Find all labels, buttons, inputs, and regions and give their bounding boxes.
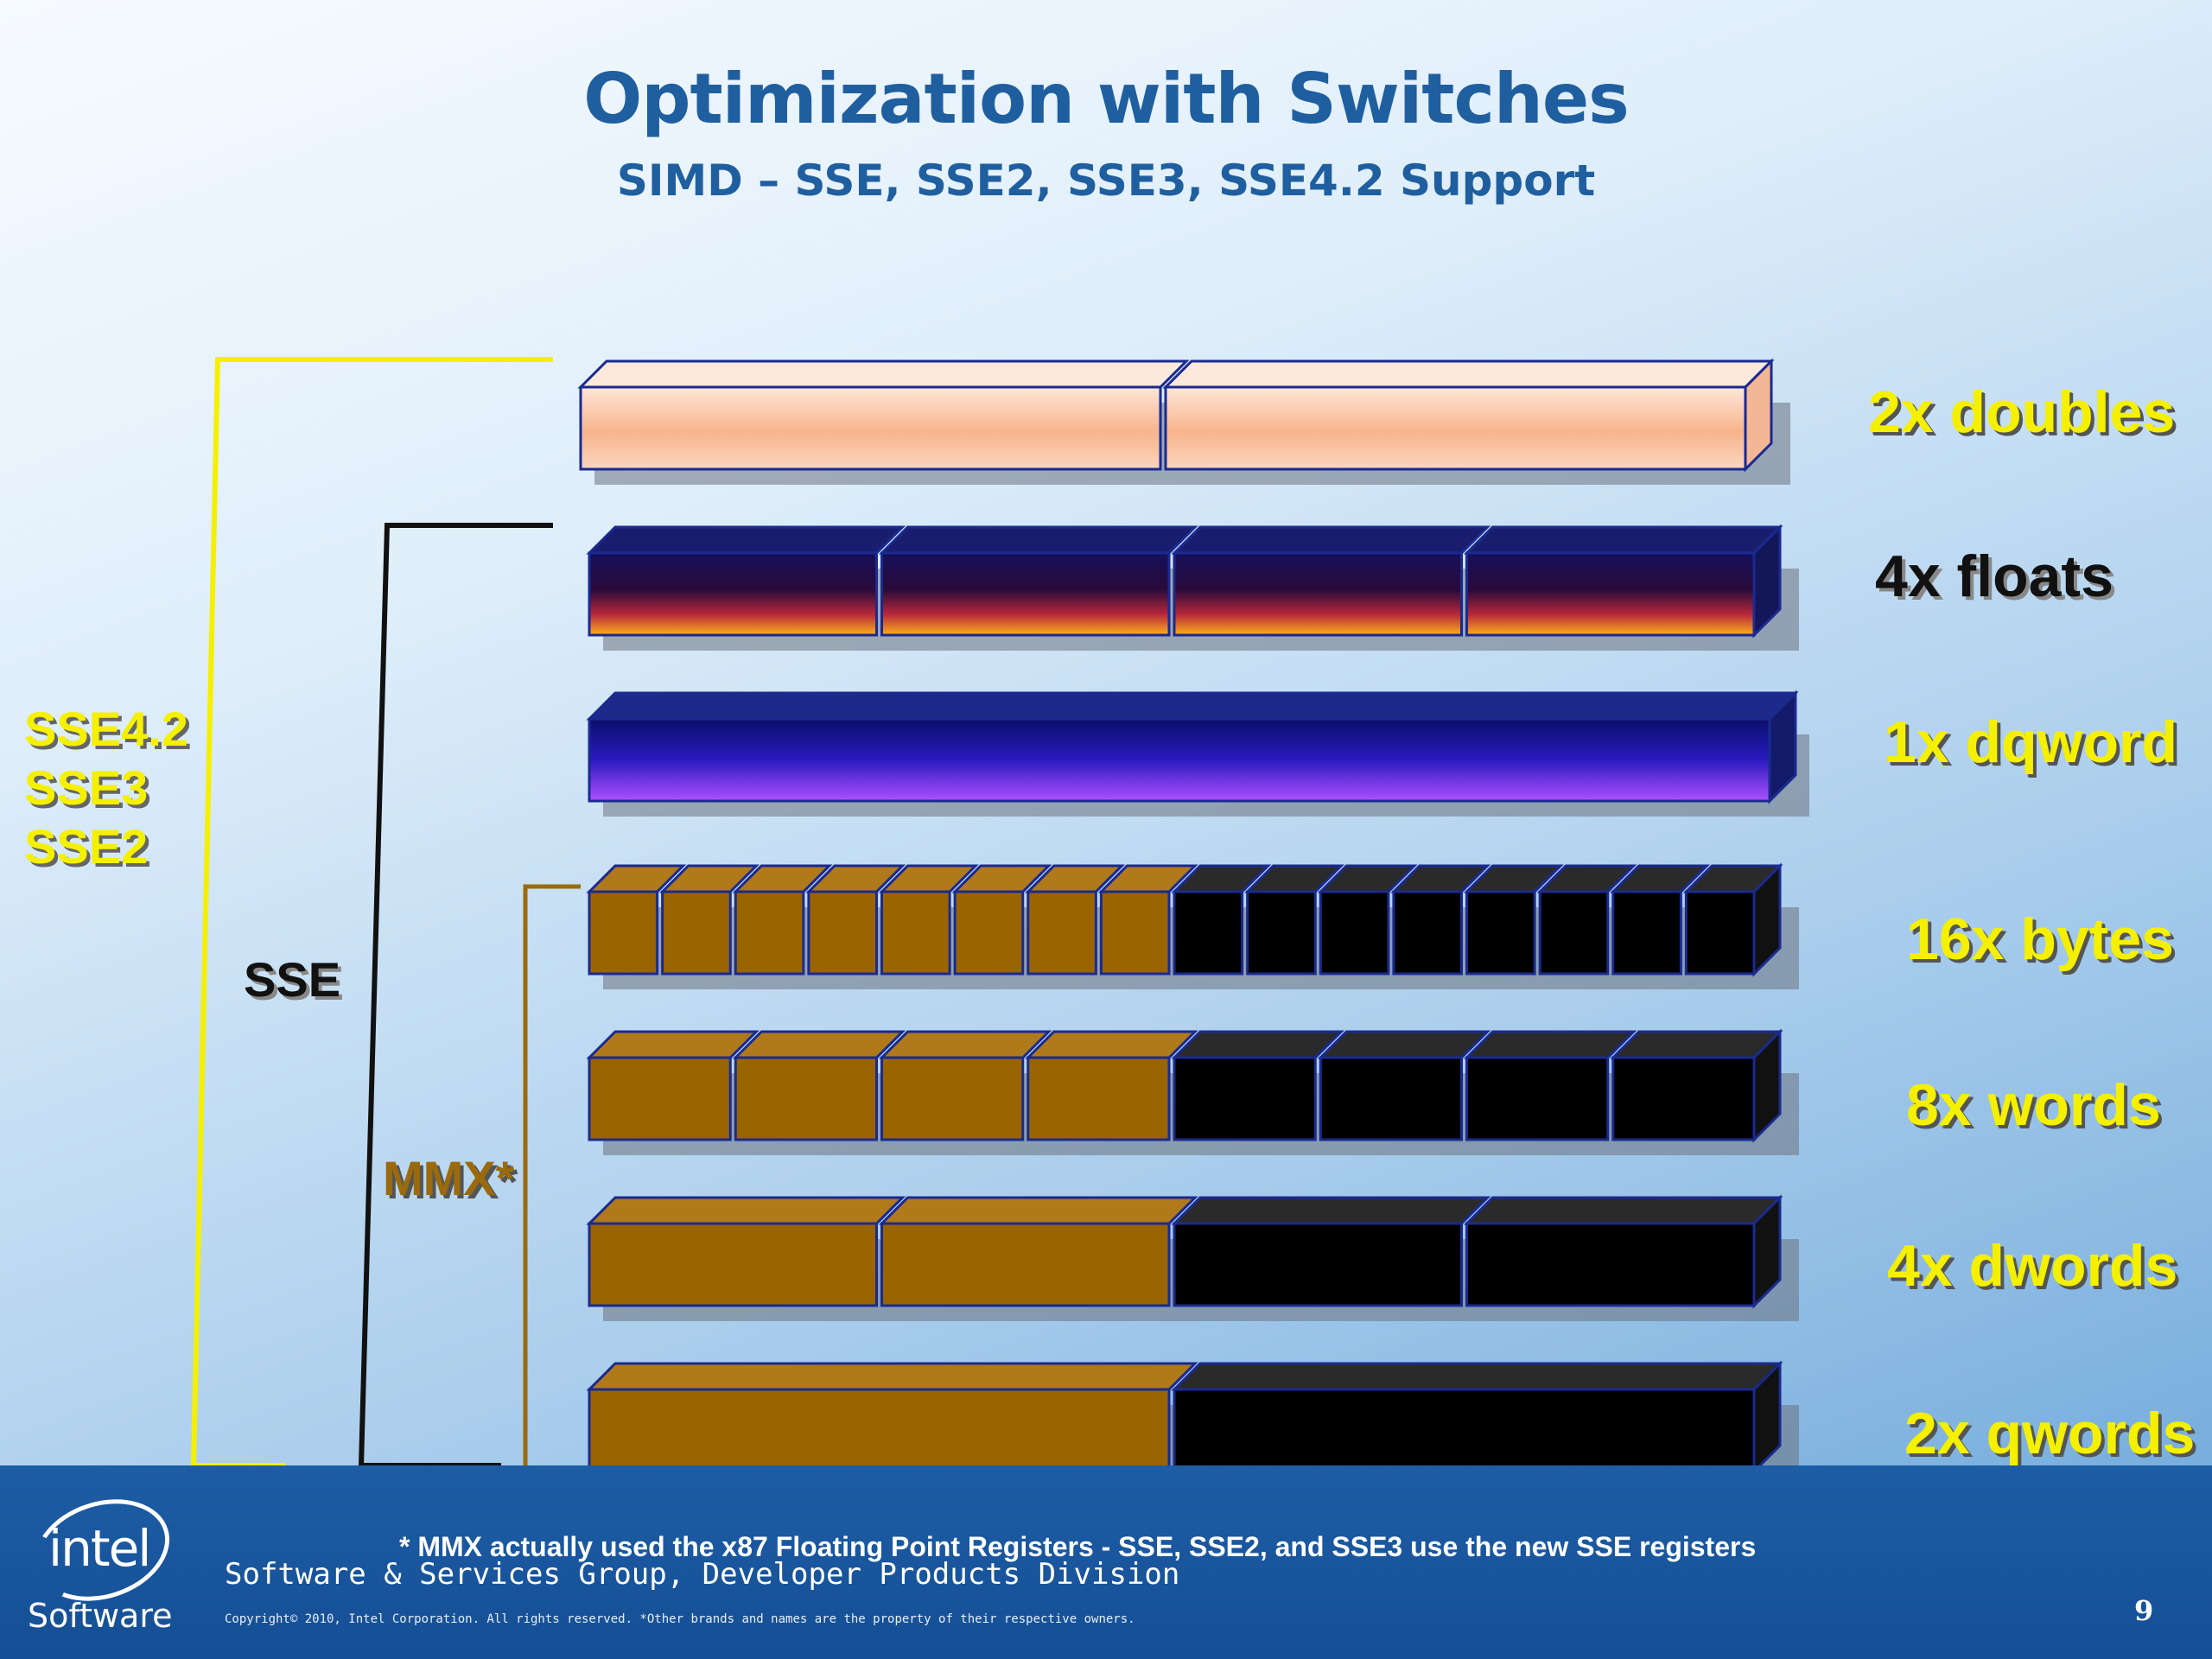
segment-front (807, 890, 878, 976)
segment-front (588, 1056, 732, 1141)
segment-front (1611, 1056, 1756, 1141)
segment-top (1171, 1362, 1783, 1391)
logo-software-text: Software (28, 1597, 173, 1635)
segment-front (880, 890, 951, 976)
segment-front (1538, 890, 1610, 976)
segment-front (1027, 1056, 1171, 1141)
segment-front (1319, 890, 1390, 976)
segment-side (1752, 1360, 1782, 1475)
sse3-text: SSE3 (24, 760, 149, 815)
segment-top (586, 525, 906, 555)
segment-front (588, 890, 659, 976)
footnote: * MMX actually used the x87 Floating Poi… (399, 1531, 1757, 1562)
segment-side (1752, 1028, 1782, 1143)
segment-front (734, 890, 805, 976)
segment-side (1768, 690, 1797, 804)
footer-bar (0, 1465, 2212, 1659)
register-row (577, 358, 1790, 485)
segment-top (1162, 359, 1775, 389)
segment-top (577, 359, 1190, 389)
segment-side (1752, 862, 1782, 977)
segment-front (1465, 1056, 1610, 1141)
segment-front (1099, 890, 1171, 976)
segment-front (1465, 1222, 1756, 1307)
segment-front (880, 1056, 1025, 1141)
segment-front (1611, 890, 1682, 976)
register-row (586, 862, 1799, 989)
division-text: Software & Services Group, Developer Pro… (225, 1557, 1180, 1592)
segment-top (1610, 1030, 1783, 1059)
register-row (586, 524, 1799, 651)
row-label-dqword: 1x dqword (1884, 709, 2178, 775)
segment-top (1171, 525, 1491, 555)
segment-top (1463, 1196, 1783, 1225)
segment-top (1463, 1030, 1637, 1059)
segment-front (1392, 890, 1463, 976)
segment-top (1171, 1196, 1491, 1225)
segment-front (579, 385, 1162, 471)
segment-front (1319, 1056, 1463, 1141)
segment-front (661, 890, 732, 976)
segment-top (1171, 1030, 1344, 1059)
row-label-bytes: 16x bytes (1906, 906, 2174, 972)
row-label-qwords: 2x qwords (1904, 1401, 2196, 1466)
segment-top (878, 1030, 1052, 1059)
page-number: 9 (2134, 1594, 2154, 1627)
register-row (586, 690, 1809, 817)
segment-front (1684, 890, 1756, 976)
slide-title: Optimization with Switches (583, 59, 1630, 139)
segment-top (586, 691, 1799, 721)
slide-subtitle: SIMD – SSE, SSE2, SSE3, SSE4.2 Support (616, 156, 1596, 206)
segment-front (1465, 890, 1536, 976)
segment-side (1752, 524, 1782, 639)
segment-front (588, 551, 878, 637)
segment-front (1173, 1388, 1756, 1473)
segment-top (1317, 1030, 1491, 1059)
segment-top (732, 1030, 906, 1059)
segment-top (586, 1196, 906, 1225)
sse-label: SSE (244, 952, 341, 1007)
segment-top (586, 1030, 760, 1059)
segment-front (1246, 890, 1317, 976)
segment-front (1164, 385, 1747, 471)
segment-side (1752, 1194, 1782, 1309)
segment-front (1465, 551, 1756, 637)
row-label-doubles: 2x doubles (1868, 379, 2176, 445)
sse42-text: SSE4.2 (24, 702, 188, 756)
row-label-dwords: 4x dwords (1887, 1233, 2178, 1299)
sse-ext-label: SSE4.2 SSE3 SSE2 (24, 700, 188, 876)
segment-front (588, 717, 1771, 803)
segment-top (878, 525, 1198, 555)
mmx-bracket (523, 884, 584, 1477)
sse2-text: SSE2 (24, 819, 149, 874)
register-row (586, 1028, 1799, 1155)
segment-side (1744, 358, 1773, 473)
segment-front (1027, 890, 1097, 976)
segment-front (880, 1222, 1171, 1307)
segment-front (953, 890, 1025, 976)
segment-top (878, 1196, 1198, 1225)
segment-front (588, 1388, 1171, 1473)
row-label-words: 8x words (1906, 1072, 2161, 1138)
register-row (586, 1194, 1799, 1321)
segment-top (1463, 525, 1783, 555)
segment-front (1173, 551, 1463, 637)
segment-top (586, 1362, 1198, 1391)
logo-wordmark: intel (48, 1519, 151, 1578)
intel-logo: intel Software (21, 1483, 183, 1642)
segment-front (1173, 890, 1244, 976)
mmx-label: MMX* (383, 1151, 515, 1205)
segment-front (1173, 1222, 1463, 1307)
segment-front (880, 551, 1171, 637)
segment-front (1173, 1056, 1317, 1141)
row-label-floats: 4x floats (1875, 543, 2113, 609)
segment-front (588, 1222, 878, 1307)
copyright-text: Copyright© 2010, Intel Corporation. All … (225, 1612, 1135, 1626)
segment-front (734, 1056, 878, 1141)
segment-top (1025, 1030, 1198, 1059)
